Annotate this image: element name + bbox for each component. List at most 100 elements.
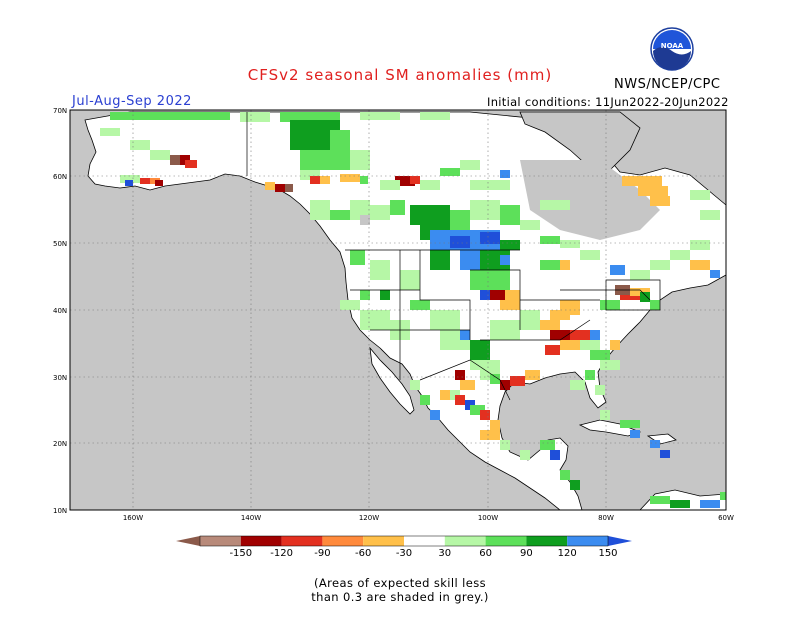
map-title: CFSv2 seasonal SM anomalies (mm) — [247, 66, 553, 84]
anomaly-cell — [650, 300, 660, 310]
colorbar-segment — [444, 536, 486, 546]
anomaly-cell — [520, 310, 540, 330]
anomaly-cell — [440, 168, 460, 176]
anomaly-cell — [300, 170, 320, 180]
anomaly-cell — [395, 176, 415, 186]
lon-label: 100W — [478, 514, 498, 522]
skill-note-line2: than 0.3 are shaded in grey.) — [311, 590, 489, 604]
anomaly-cell — [550, 450, 560, 460]
anomaly-cell — [540, 236, 560, 244]
anomaly-cell — [570, 330, 590, 340]
anomaly-cell — [690, 260, 710, 270]
colorbar-right-arrow — [608, 536, 632, 546]
anomaly-cell — [430, 250, 450, 270]
anomaly-cell — [720, 492, 726, 500]
anomaly-cell — [490, 320, 520, 340]
anomaly-cell — [638, 186, 668, 196]
anomaly-cell — [710, 270, 720, 278]
graticule — [70, 110, 726, 510]
colorbar-label: -60 — [355, 548, 371, 559]
skill-note: (Areas of expected skill less than 0.3 a… — [0, 576, 800, 604]
anomaly-cell — [500, 440, 510, 450]
skill-note-line1: (Areas of expected skill less — [314, 576, 486, 590]
anomaly-cell — [540, 260, 560, 270]
anomaly-cell — [590, 330, 600, 340]
anomaly-cell — [320, 176, 330, 184]
anomaly-cell — [540, 440, 555, 450]
season-label: Jul-Aug-Sep 2022 — [72, 94, 192, 109]
colorbar-label: -120 — [270, 548, 293, 559]
anomaly-cell — [330, 210, 350, 220]
anomaly-cell — [650, 440, 660, 448]
colorbar-label: 30 — [438, 548, 451, 559]
anomaly-cell — [330, 130, 350, 170]
anomaly-cell — [570, 480, 580, 490]
anomaly-cell — [600, 300, 620, 310]
anomaly-cell — [460, 250, 480, 270]
anomaly-cell — [540, 320, 560, 330]
anomaly-cell — [580, 340, 600, 350]
colorbar-segment — [526, 536, 568, 546]
anomaly-cell — [570, 380, 585, 390]
anomaly-cell — [470, 180, 510, 190]
anomaly-cell — [450, 236, 470, 248]
anomaly-cell — [490, 420, 500, 430]
anomaly-cell — [560, 470, 570, 480]
anomaly-cell — [545, 345, 560, 355]
anomaly-cell — [350, 150, 370, 170]
anomaly-cell — [410, 205, 450, 225]
lon-label: 60W — [718, 514, 734, 522]
anomaly-cell — [500, 300, 520, 310]
anomaly-cell — [630, 270, 650, 280]
anomaly-cell — [610, 265, 625, 275]
colorbar-outline — [199, 535, 609, 547]
anomaly-cell — [410, 380, 420, 390]
colorbar-segment — [485, 536, 527, 546]
anomaly-cell — [285, 184, 293, 192]
anomaly-cell — [130, 140, 150, 150]
anomaly-cell — [520, 220, 540, 230]
anomaly-cell — [460, 330, 470, 340]
anomaly-cell — [650, 260, 670, 270]
anomaly-cell — [430, 410, 440, 420]
lon-label: 160W — [123, 514, 143, 522]
colorbar-segment — [322, 536, 364, 546]
anomaly-cell — [460, 160, 480, 170]
agency-label: NWS/NCEP/CPC — [614, 77, 721, 92]
lon-label: 120W — [359, 514, 379, 522]
anomaly-cell — [600, 360, 620, 370]
logo-text: NOAA — [661, 42, 684, 50]
lon-label: 140W — [241, 514, 261, 522]
anomaly-cell — [690, 240, 710, 250]
anomaly-cell — [500, 240, 520, 250]
anomaly-cell — [670, 250, 690, 260]
anomaly-cell — [450, 210, 470, 230]
anomaly-cell — [440, 390, 450, 400]
anomaly-cell — [470, 405, 485, 415]
anomaly-cell — [480, 410, 490, 420]
anomaly-cell — [520, 450, 530, 460]
anomaly-cell — [360, 215, 370, 225]
anomaly-cell — [155, 180, 163, 186]
lat-label: 60N — [53, 173, 67, 181]
anomaly-cell — [670, 500, 690, 508]
colorbar-label: 90 — [520, 548, 533, 559]
anomaly-cell — [410, 176, 420, 184]
anomaly-cell — [370, 205, 390, 220]
anomaly-cell — [455, 370, 465, 380]
anomaly-cell — [700, 500, 720, 508]
anomaly-cell — [580, 250, 600, 260]
anomaly-cell — [500, 170, 510, 178]
anomaly-cell — [630, 430, 640, 438]
anomaly-cell — [470, 270, 510, 290]
anomaly-cell — [340, 174, 360, 182]
colorbar-segment — [240, 536, 282, 546]
colorbar-label: -30 — [396, 548, 412, 559]
anomaly-cell — [410, 300, 430, 310]
anomaly-cell — [185, 160, 197, 168]
baja-california — [369, 346, 415, 415]
anomaly-cell — [240, 112, 270, 122]
lat-label: 50N — [53, 240, 67, 248]
anomaly-cell — [540, 200, 570, 210]
